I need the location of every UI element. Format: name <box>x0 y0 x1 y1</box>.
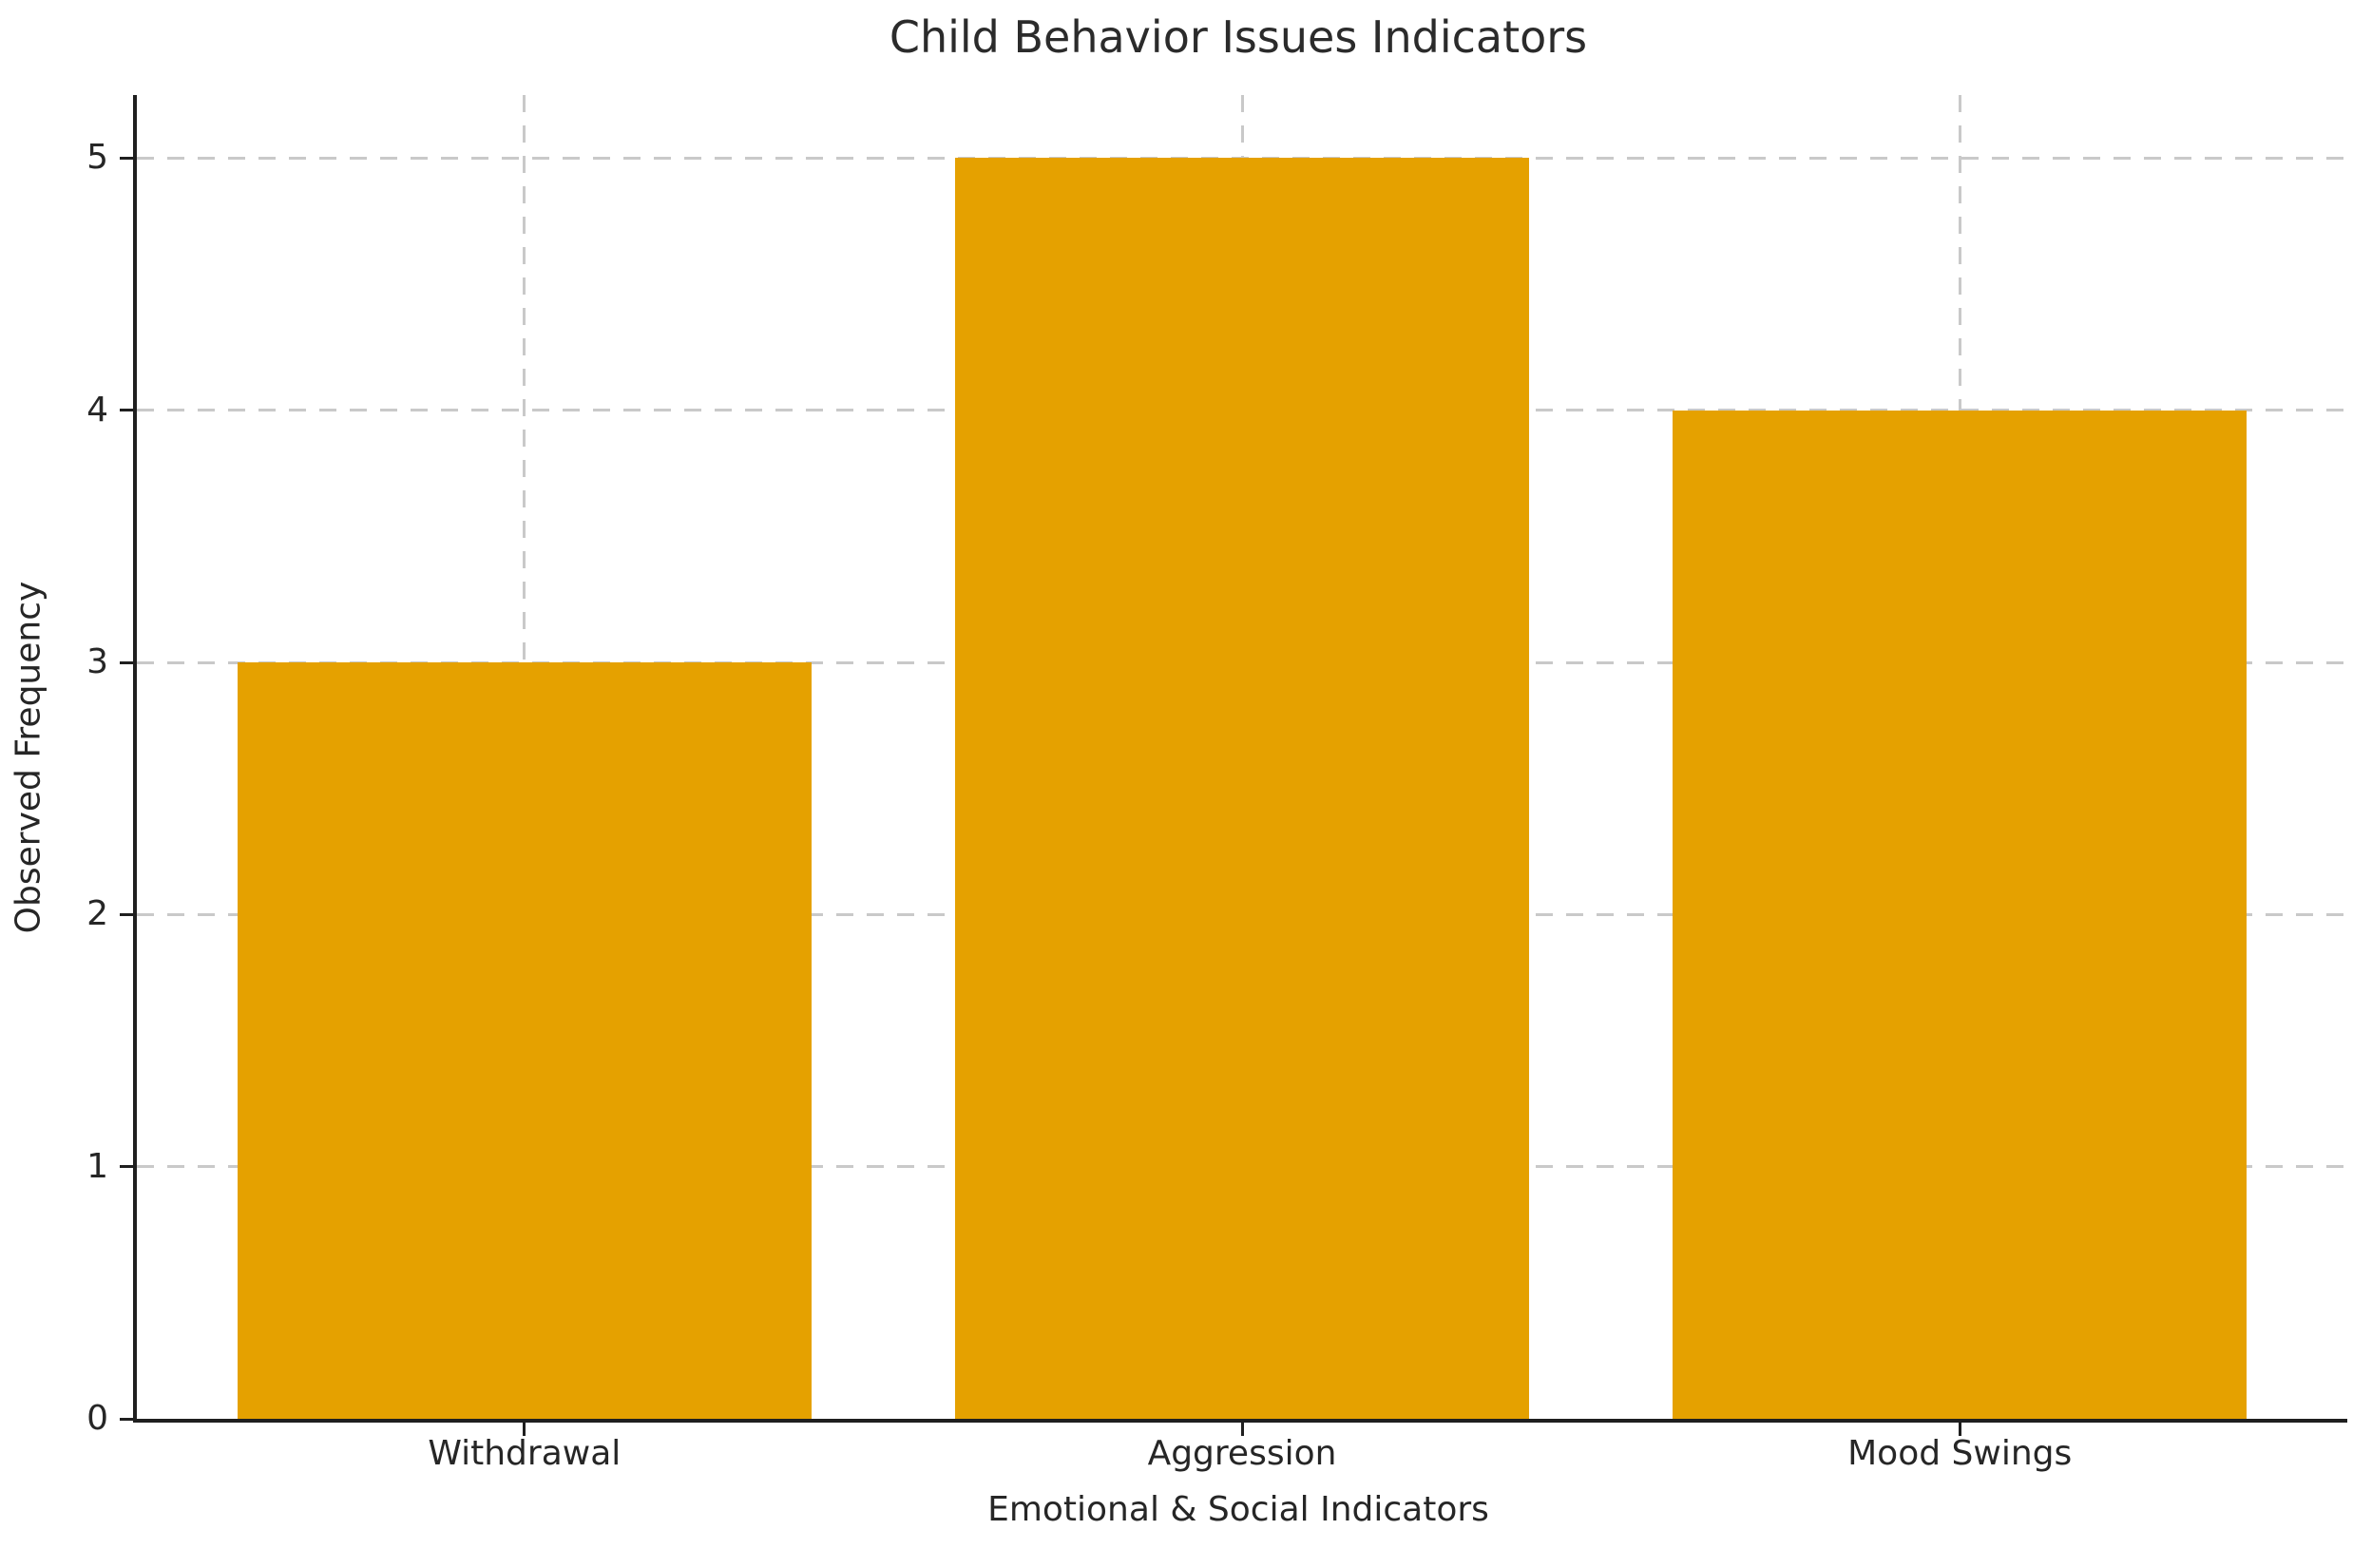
bar-withdrawal <box>237 662 812 1419</box>
y-axis-label-wrap: Observed Frequency <box>0 95 57 1419</box>
x-tick <box>1958 1423 1961 1436</box>
y-tick-label: 4 <box>86 390 108 430</box>
y-tick <box>120 409 133 412</box>
y-tick-label: 3 <box>86 642 108 682</box>
y-tick <box>120 660 133 664</box>
x-tick-label: Mood Swings <box>1847 1434 2073 1473</box>
y-tick <box>120 912 133 916</box>
x-tick <box>523 1423 526 1436</box>
y-tick-label: 0 <box>86 1399 108 1438</box>
y-tick <box>120 1165 133 1169</box>
x-tick <box>1240 1423 1244 1436</box>
y-tick-label: 5 <box>86 138 108 178</box>
plot-area: 0 1 2 3 4 5 Withdrawal Aggression Mood Swings <box>86 95 2347 1473</box>
y-tick <box>120 1417 133 1421</box>
y-tick-label: 2 <box>86 894 108 934</box>
y-tick-label: 1 <box>86 1146 108 1186</box>
x-tick-label: Withdrawal <box>428 1434 622 1473</box>
x-tick-label: Aggression <box>1147 1434 1337 1473</box>
x-axis-label: Emotional & Social Indicators <box>987 1490 1489 1529</box>
chart-title: Child Behavior Issues Indicators <box>889 11 1588 63</box>
y-tick <box>120 156 133 160</box>
bar-mood-swings <box>1673 410 2248 1419</box>
bar-aggression <box>954 158 1530 1419</box>
y-axis-label: Observed Frequency <box>9 581 48 933</box>
